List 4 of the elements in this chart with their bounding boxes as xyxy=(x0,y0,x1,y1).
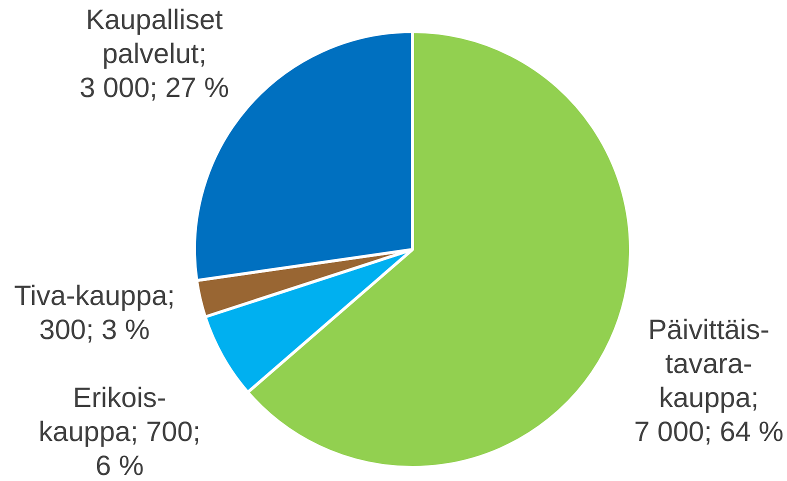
data-label: Erikois-kauppa; 700; 6 % xyxy=(38,381,202,481)
data-label: Kaupalliset palvelut; 3 000; 27 % xyxy=(78,2,230,105)
data-label: Tiva-kauppa; 300; 3 % xyxy=(13,279,176,348)
data-label: Päivittäis-tavara-kauppa; 7 000; 64 % xyxy=(633,312,785,449)
